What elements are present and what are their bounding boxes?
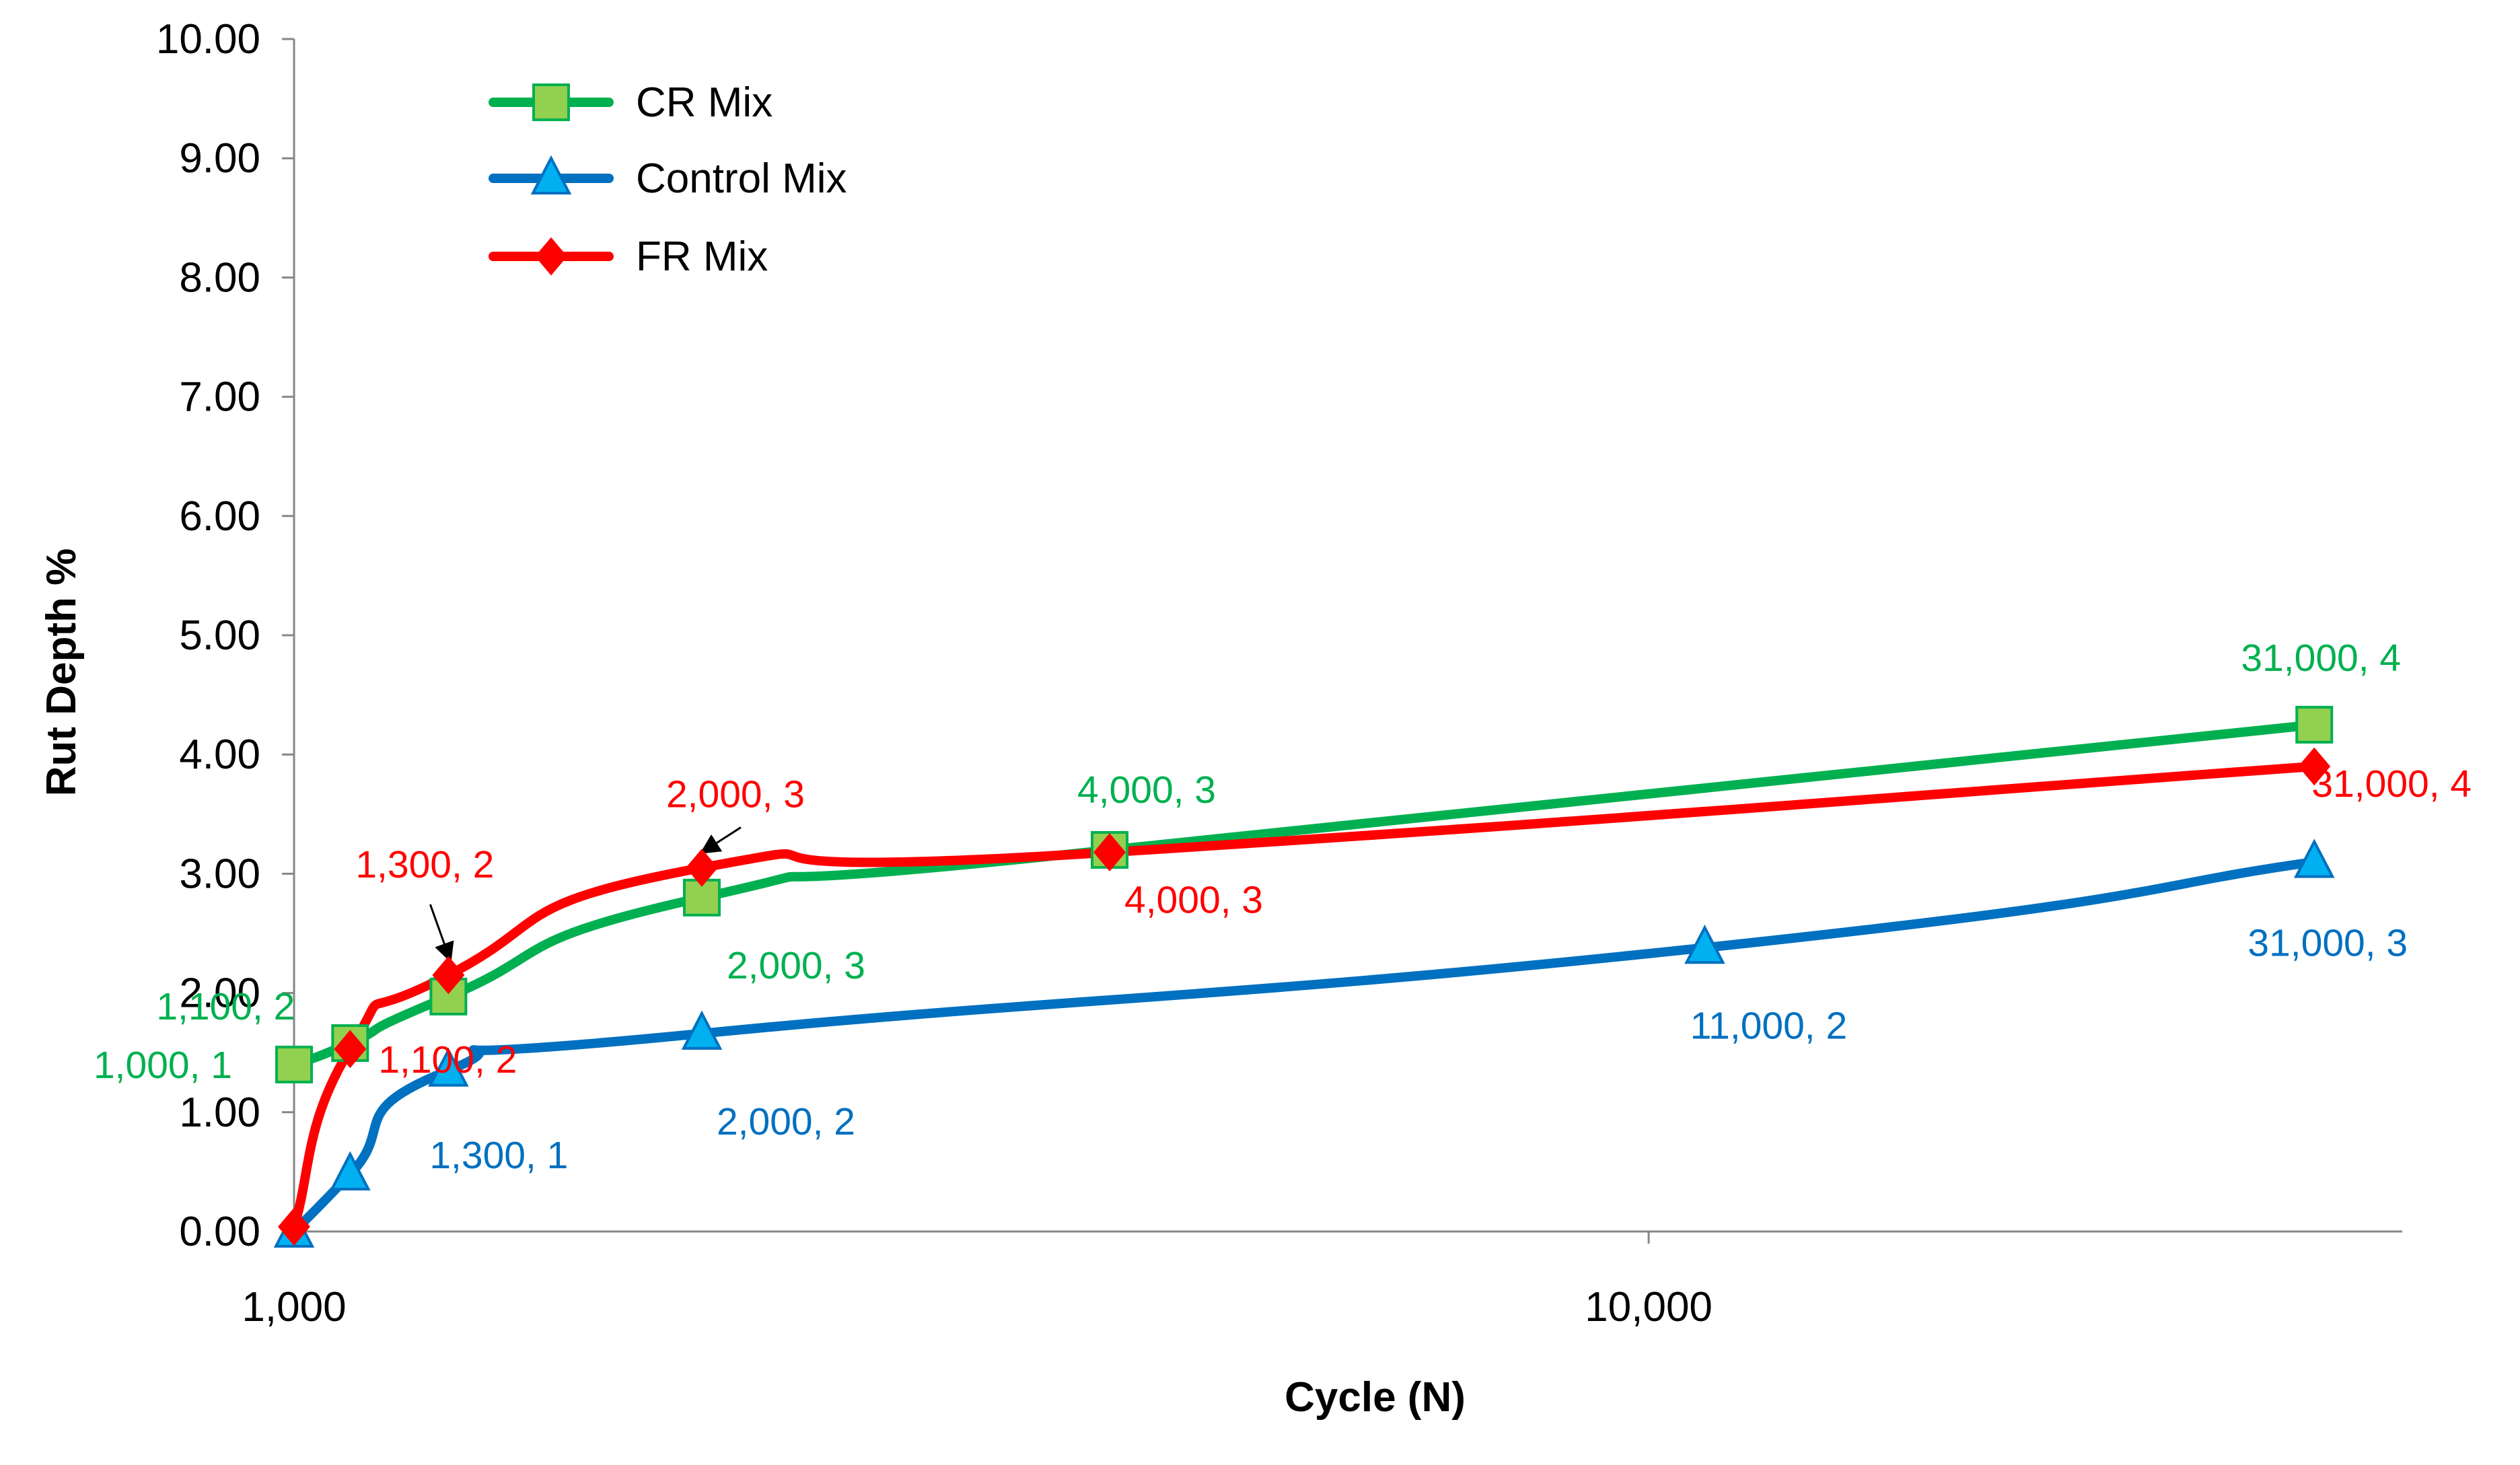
data-label: 4,000, 3 — [1077, 769, 1216, 812]
y-tick-label: 4.00 — [179, 731, 260, 778]
label-leader-arrow — [699, 826, 742, 854]
y-tick-label: 8.00 — [179, 254, 260, 301]
data-label: 1,000, 1 — [94, 1044, 232, 1087]
y-tick-label: 7.00 — [179, 374, 260, 421]
label-leader-arrow — [429, 904, 454, 963]
x-axis-title: Cycle (N) — [1285, 1374, 1466, 1421]
x-tick-label: 10,000 — [1585, 1284, 1713, 1330]
series-line — [289, 719, 2319, 1069]
legend-label: FR Mix — [636, 234, 768, 280]
y-tick-label: 1.00 — [179, 1089, 260, 1136]
legend-label: CR Mix — [636, 79, 772, 126]
data-point-marker — [334, 1030, 367, 1069]
data-point-marker — [2293, 838, 2335, 878]
axes: 0.00 1.00 2.00 3.00 4.00 5.00 6.00 7.00 8.00 9.00… — [156, 16, 2402, 1330]
data-point-marker — [1093, 833, 1126, 871]
data-label: 1,300, 2 — [355, 843, 494, 886]
data-point-marker — [330, 1151, 371, 1190]
data-label: 11,000, 2 — [1690, 1004, 1847, 1047]
data-label: 31,000, 4 — [2241, 637, 2401, 680]
data-point-marker — [428, 1047, 469, 1087]
data-label: 2,000, 2 — [717, 1100, 855, 1143]
y-tick-label: 0.00 — [179, 1209, 260, 1255]
y-axis-title: Rut Depth % — [38, 548, 85, 797]
data-point-marker — [275, 1045, 313, 1083]
y-tick-label: 10.00 — [156, 16, 260, 63]
data-point-marker — [278, 1207, 310, 1246]
data-point-marker — [686, 849, 718, 887]
leader-lines — [429, 826, 742, 963]
data-label: 31,000, 3 — [2247, 922, 2408, 965]
data-point-marker — [2298, 747, 2331, 786]
legend: CR Mix Control Mix FR Mix — [489, 79, 847, 280]
data-point-marker — [2295, 705, 2334, 744]
data-point-marker — [1684, 924, 1725, 964]
data-label: 4,000, 3 — [1124, 879, 1263, 922]
series-lines — [289, 719, 2319, 1236]
data-label: 1,100, 2 — [156, 985, 295, 1028]
data-label: 31,000, 4 — [2311, 762, 2472, 806]
series-markers — [273, 705, 2335, 1248]
data-label: 1,300, 1 — [429, 1134, 568, 1177]
y-tick-label: 3.00 — [179, 851, 260, 897]
y-tick-label: 9.00 — [179, 135, 260, 182]
data-point-marker — [432, 956, 465, 995]
data-labels: 1,000, 1 1,100, 2 2,000, 3 4,000, 3 31,000, … — [94, 637, 2472, 1177]
legend-swatch-marker — [532, 83, 570, 121]
series-line — [289, 761, 2319, 1231]
legend-label: Control Mix — [636, 155, 847, 202]
y-tick-label: 5.00 — [179, 612, 260, 659]
y-tick-label: 6.00 — [179, 493, 260, 540]
legend-swatch-marker — [530, 155, 572, 194]
data-label: 2,000, 3 — [666, 773, 805, 816]
x-tick-label: 1,000 — [242, 1284, 346, 1330]
data-point-marker — [681, 1010, 723, 1050]
data-label: 2,000, 3 — [727, 944, 865, 987]
data-label: 1,100, 2 — [378, 1038, 517, 1081]
series-line — [289, 857, 2319, 1236]
legend-swatch-marker — [535, 237, 567, 276]
y-tick-label: 2.00 — [179, 970, 260, 1017]
